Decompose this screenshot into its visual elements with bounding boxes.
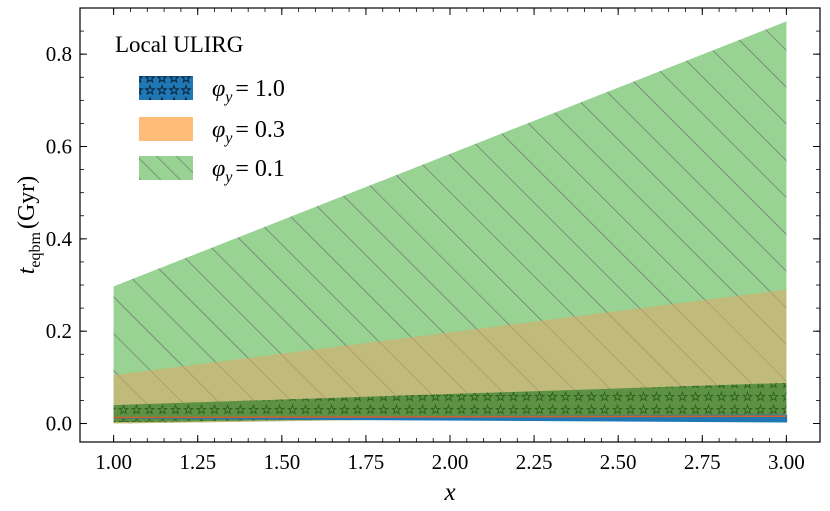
legend: φy = 1.0φy = 0.3φy = 0.1 <box>139 76 285 186</box>
x-tick-label: 2.50 <box>600 450 637 474</box>
legend-symbol: φ <box>212 117 225 143</box>
y-tick-label: 0.4 <box>46 227 73 251</box>
x-tick-label: 1.00 <box>95 450 132 474</box>
legend-swatch <box>139 117 193 141</box>
x-tick-label: 3.00 <box>768 450 805 474</box>
area-bands <box>113 21 788 424</box>
x-tick-label: 2.75 <box>684 450 721 474</box>
legend-sub: y <box>223 169 233 186</box>
y-axis-label-unit: (Gyr) <box>14 176 40 229</box>
y-tick-label: 0.2 <box>46 319 72 343</box>
legend-entry: φy = 1.0 <box>139 76 285 106</box>
legend-symbol: φ <box>212 76 225 102</box>
legend-swatch <box>139 156 193 180</box>
legend-symbol: φ <box>212 156 225 182</box>
legend-label: φy = 0.1 <box>212 156 285 186</box>
x-tick-label: 2.00 <box>432 450 469 474</box>
x-axis-label: x <box>443 479 455 506</box>
band-phi-1.0-edge <box>113 415 787 419</box>
axis-ticks <box>80 8 820 442</box>
legend-sub: y <box>223 89 233 106</box>
legend-entry: φy = 0.3 <box>139 117 285 147</box>
plot-area <box>113 21 788 424</box>
legend-value: = 0.1 <box>235 156 285 182</box>
legend-label: φy = 0.3 <box>212 117 285 147</box>
axis-tick-labels: 1.00 1.25 1.50 1.75 2.00 2.25 2.50 2.75 3.00 0.0 0… <box>46 42 805 474</box>
legend-label: φy = 1.0 <box>212 76 285 106</box>
legend-sub: y <box>223 130 233 147</box>
legend-entry: φy = 0.1 <box>139 156 285 186</box>
x-tick-label: 1.50 <box>263 450 300 474</box>
y-axis-label: teqbm (Gyr) <box>14 176 44 275</box>
x-tick-label: 1.25 <box>179 450 216 474</box>
band-overlap-stars <box>113 382 787 423</box>
x-tick-label: 1.75 <box>348 450 385 474</box>
y-tick-label: 0.6 <box>46 135 72 159</box>
chart-annotation: Local ULIRG <box>115 32 243 57</box>
legend-value: = 1.0 <box>235 76 285 102</box>
y-axis-label-sub: eqbm <box>27 231 44 267</box>
y-tick-label: 0.8 <box>46 42 72 66</box>
legend-value: = 0.3 <box>235 117 285 143</box>
x-tick-label: 2.25 <box>516 450 553 474</box>
y-tick-label: 0.0 <box>46 412 72 436</box>
y-axis-label-main: t <box>14 266 40 274</box>
legend-swatch <box>139 76 193 100</box>
